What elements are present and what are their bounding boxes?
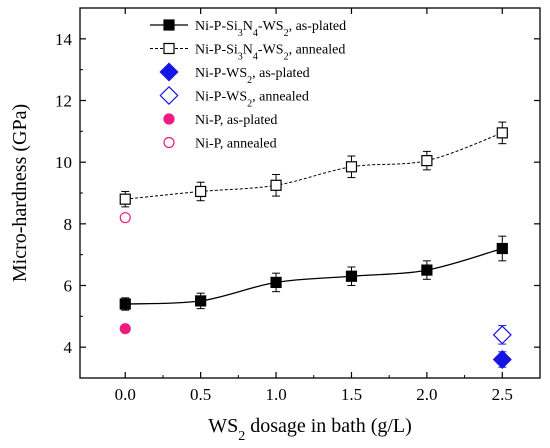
- legend-item-3: Ni-P-WS2, annealed: [159, 85, 309, 110]
- data-point: [270, 276, 282, 289]
- y-tick-label: 4: [64, 338, 73, 357]
- legend-label: Ni-P, annealed: [195, 137, 277, 152]
- legend-marker: [163, 42, 175, 55]
- data-point: [496, 242, 508, 255]
- data-point: [421, 264, 433, 276]
- data-point: [421, 155, 433, 167]
- series-line: [125, 132, 503, 200]
- data-point: [496, 127, 508, 139]
- x-tick-label: 2.5: [492, 385, 513, 404]
- data-point: [119, 298, 131, 310]
- legend-marker: [159, 85, 179, 106]
- data-point: [119, 212, 131, 224]
- legend-item-0: Ni-P-Si3N4-WS2, as-plated: [150, 19, 346, 39]
- legend-item-2: Ni-P-WS2, as-plated: [159, 62, 310, 86]
- series-2: [492, 349, 512, 370]
- data-point: [119, 323, 131, 335]
- y-tick-label: 6: [64, 277, 73, 296]
- series-4: [119, 323, 131, 335]
- legend-label: Ni-P-Si3N4-WS2, annealed: [195, 43, 345, 63]
- series-1: [119, 121, 508, 208]
- legend-marker: [163, 113, 175, 125]
- series-group: [119, 121, 512, 370]
- data-point: [195, 185, 207, 198]
- legend-item-5: Ni-P, annealed: [163, 136, 277, 152]
- x-axis-label: WS2 dosage in bath (g/L): [208, 415, 412, 444]
- plot-frame-group: 0.0 0.5 1.0 1.5 2.0 2.5 4 6 8 10 12 14: [55, 7, 541, 404]
- y-tick-label: 8: [64, 215, 73, 234]
- x-tick-label: 1.5: [341, 385, 362, 404]
- y-tick-label: 12: [55, 92, 72, 111]
- legend-label: Ni-P-WS2, as-plated: [195, 66, 310, 86]
- y-tick-label: 14: [55, 30, 73, 49]
- legend-label: Ni-P-WS2, annealed: [195, 90, 309, 110]
- legend-label: Ni-P-Si3N4-WS2, as-plated: [195, 19, 346, 39]
- series-3: [492, 325, 512, 345]
- legend-marker: [163, 136, 175, 149]
- series-5: [119, 212, 131, 224]
- x-tick-label: 2.0: [416, 385, 437, 404]
- x-tick-label: 0.5: [190, 385, 211, 404]
- data-point: [492, 325, 512, 345]
- data-point: [270, 179, 282, 191]
- y-tick-label: 10: [55, 153, 72, 172]
- x-tick-label: 0.0: [115, 385, 136, 404]
- legend-item-1: Ni-P-Si3N4-WS2, annealed: [150, 42, 345, 63]
- y-axis-label: Micro-hardness (GPa): [9, 104, 31, 282]
- legend-item-4: Ni-P, as-plated: [163, 113, 277, 128]
- plot-frame: [79, 7, 541, 379]
- data-point: [345, 270, 358, 282]
- data-point: [345, 161, 358, 173]
- data-point: [195, 295, 207, 307]
- series-line: [125, 247, 503, 305]
- axis-labels: WS2 dosage in bath (g/L) Micro-hardness (…: [9, 104, 412, 444]
- legend-marker: [159, 62, 179, 82]
- x-tick-label: 1.0: [265, 385, 286, 404]
- data-point: [119, 193, 131, 205]
- series-0: [119, 235, 508, 311]
- data-point: [492, 349, 512, 370]
- legend: Ni-P-Si3N4-WS2, as-plated Ni-P-Si3N4-WS2,…: [150, 19, 346, 152]
- legend-label: Ni-P, as-plated: [195, 113, 277, 128]
- legend-marker: [163, 19, 175, 31]
